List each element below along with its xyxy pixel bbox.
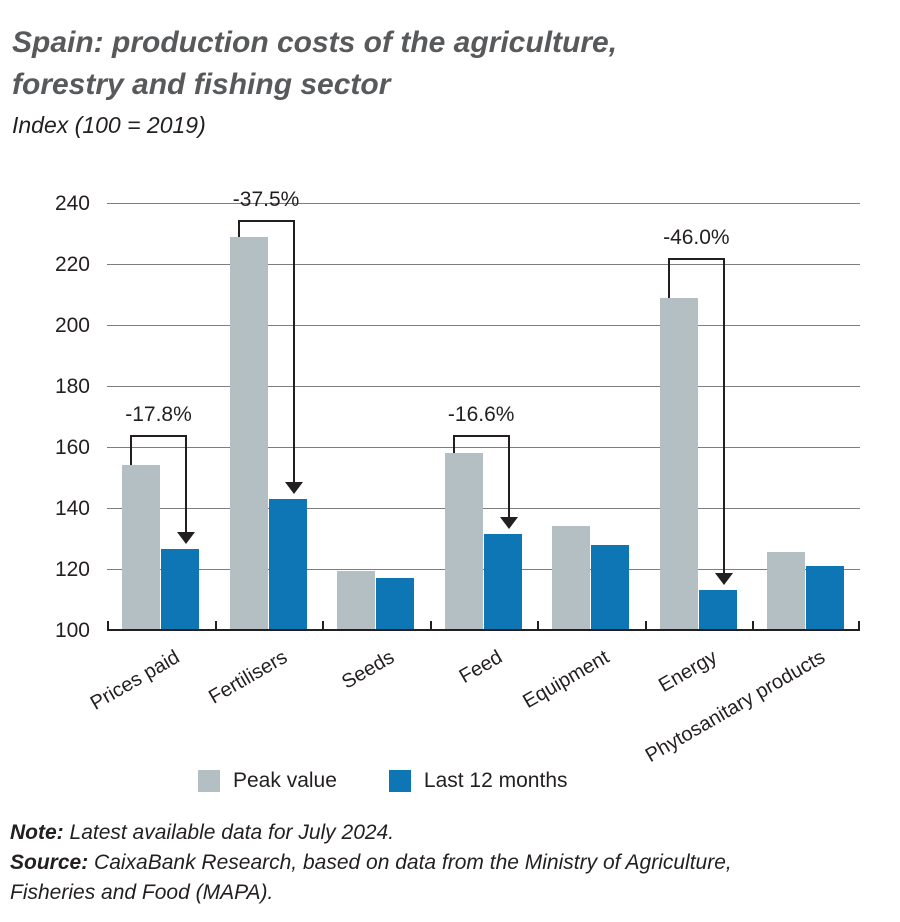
chart-title: Spain: production costs of the agricultu… bbox=[12, 22, 617, 106]
y-axis-label: 140 bbox=[54, 497, 90, 520]
source-label: Source: bbox=[10, 851, 89, 874]
annotation-bracket-left bbox=[667, 257, 670, 298]
annotation-arrow-shaft bbox=[722, 257, 725, 575]
gridline-200 bbox=[107, 325, 860, 326]
chart-title-line1: Spain: production costs of the agricultu… bbox=[12, 26, 618, 59]
annotation-bracket bbox=[452, 434, 510, 437]
x-axis-label-3: Feed bbox=[455, 646, 506, 688]
bar-last12-1 bbox=[268, 498, 307, 630]
annotation-arrow-shaft bbox=[185, 434, 187, 534]
x-axis-label-2: Seeds bbox=[338, 646, 399, 694]
gridline-120 bbox=[107, 569, 860, 570]
x-axis-tick bbox=[214, 621, 217, 630]
y-axis-label: 240 bbox=[54, 192, 90, 215]
x-axis-tick bbox=[107, 621, 109, 630]
x-axis-label-5: Energy bbox=[655, 646, 722, 697]
annotation-arrowhead bbox=[499, 516, 518, 529]
x-axis-tick bbox=[537, 621, 540, 630]
annotation-bracket-left bbox=[130, 434, 132, 466]
gridline-220 bbox=[107, 264, 860, 265]
legend-label-0: Peak value bbox=[233, 769, 337, 792]
bar-last12-4 bbox=[591, 544, 630, 630]
x-axis-label-6: Phytosanitary products bbox=[641, 646, 829, 767]
legend-item-0: Peak value bbox=[198, 769, 337, 793]
bar-peak-0 bbox=[122, 465, 160, 630]
bar-peak-2 bbox=[337, 570, 376, 630]
y-axis-label: 180 bbox=[54, 375, 90, 398]
bar-last12-5 bbox=[698, 590, 737, 630]
chart-title-line2: forestry and fishing sector bbox=[12, 68, 391, 101]
x-axis-tick bbox=[752, 621, 755, 630]
bar-peak-5 bbox=[659, 297, 698, 630]
annotation-arrow-shaft bbox=[292, 219, 295, 483]
y-axis-label: 160 bbox=[54, 436, 90, 459]
annotation-arrow-shaft bbox=[507, 434, 510, 518]
x-axis-line bbox=[107, 629, 860, 631]
annotation-label: -17.8% bbox=[125, 402, 192, 426]
x-axis-tick bbox=[322, 621, 325, 630]
source-text: CaixaBank Research, based on data from t… bbox=[10, 851, 732, 904]
x-axis-tick bbox=[429, 621, 432, 630]
legend-item-1: Last 12 months bbox=[388, 769, 568, 793]
annotation-arrowhead bbox=[714, 573, 733, 586]
bar-peak-6 bbox=[767, 552, 806, 630]
legend-label-1: Last 12 months bbox=[423, 769, 568, 792]
annotation-bracket bbox=[667, 257, 725, 260]
y-axis-label: 200 bbox=[54, 314, 90, 337]
bar-last12-0 bbox=[161, 549, 199, 630]
annotation-label: -16.6% bbox=[447, 402, 515, 426]
x-axis-tick bbox=[858, 621, 860, 630]
note-line: Note: Latest available data for July 202… bbox=[10, 818, 820, 848]
note-label: Note: bbox=[10, 821, 64, 844]
annotation-label: -46.0% bbox=[663, 225, 730, 249]
bar-peak-4 bbox=[552, 526, 591, 630]
annotation-bracket bbox=[130, 434, 187, 437]
bar-last12-2 bbox=[376, 578, 415, 630]
footer-notes: Note: Latest available data for July 202… bbox=[10, 818, 820, 908]
plot-area: Prices paid Fertilisers Seeds Feed Equipment… bbox=[87, 188, 860, 767]
source-line: Source: CaixaBank Research, based on dat… bbox=[10, 848, 820, 908]
bar-peak-1 bbox=[229, 236, 268, 630]
bar-last12-3 bbox=[483, 533, 522, 630]
bar-peak-3 bbox=[444, 453, 483, 630]
x-axis-label-0: Prices paid bbox=[86, 646, 184, 715]
gridline-160 bbox=[107, 447, 860, 448]
note-text: Latest available data for July 2024. bbox=[69, 821, 395, 844]
gridline-140 bbox=[107, 508, 860, 509]
legend: Peak value Last 12 months bbox=[198, 769, 620, 793]
annotation-label: -37.5% bbox=[232, 187, 300, 211]
y-axis-label: 220 bbox=[54, 253, 90, 276]
legend-swatch-1 bbox=[388, 770, 411, 792]
y-axis-label: 120 bbox=[54, 558, 90, 581]
x-axis-tick bbox=[644, 621, 647, 630]
annotation-bracket bbox=[237, 219, 295, 222]
annotation-arrowhead bbox=[177, 532, 195, 545]
annotation-bracket-left bbox=[452, 434, 455, 454]
bar-last12-6 bbox=[806, 565, 845, 630]
gridline-240 bbox=[107, 203, 860, 204]
x-axis-label-4: Equipment bbox=[519, 646, 614, 713]
annotation-bracket-left bbox=[237, 219, 240, 237]
y-axis-label: 100 bbox=[54, 619, 90, 642]
legend-swatch-0 bbox=[198, 770, 220, 792]
x-axis-label-1: Fertilisers bbox=[204, 646, 291, 709]
gridline-180 bbox=[107, 386, 860, 387]
annotation-arrowhead bbox=[284, 481, 303, 494]
chart-subtitle: Index (100 = 2019) bbox=[12, 112, 206, 138]
